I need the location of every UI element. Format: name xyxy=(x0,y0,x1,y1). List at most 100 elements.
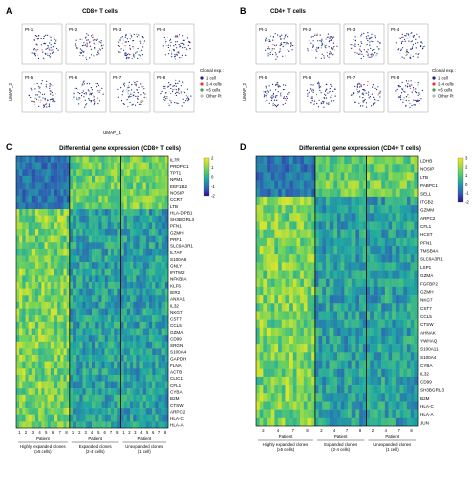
heatmap-cell xyxy=(111,242,115,250)
heatmap-cell xyxy=(161,282,166,289)
heatmap-cell xyxy=(403,327,408,337)
umap-point xyxy=(400,92,403,94)
heatmap-cell xyxy=(35,388,39,396)
heatmap-cell xyxy=(267,229,271,239)
heatmap-cell xyxy=(348,336,352,345)
umap-point xyxy=(81,49,83,51)
heatmap-cell xyxy=(47,282,52,289)
umap-point xyxy=(86,44,88,46)
umap-point xyxy=(94,48,96,50)
heatmap-cell xyxy=(289,295,294,304)
heatmap-cell xyxy=(152,414,156,422)
heatmap-cell xyxy=(76,248,80,256)
heatmap-cell xyxy=(79,262,83,269)
heatmap-cell xyxy=(278,213,282,222)
heatmap-cell xyxy=(57,215,61,223)
heatmap-cell xyxy=(281,327,286,337)
heatmap-cell xyxy=(41,175,45,183)
heatmap-cell xyxy=(130,182,134,190)
heatmap-cell xyxy=(60,295,64,303)
heatmap-cell xyxy=(399,376,404,386)
heatmap-cell xyxy=(366,286,371,296)
umap-panel-label: Pt-2 xyxy=(69,27,78,32)
heatmap-cell xyxy=(101,202,105,210)
heatmap-cell xyxy=(373,344,378,353)
heatmap-cell xyxy=(95,348,99,356)
heatmap-cell xyxy=(164,295,169,303)
heatmap-cell xyxy=(44,242,48,250)
heatmap-cell xyxy=(19,368,23,376)
umap-point xyxy=(38,96,40,98)
heatmap-cell xyxy=(395,254,400,263)
heatmap-cell xyxy=(325,393,330,402)
heatmap-cell xyxy=(259,409,264,419)
heatmap-cell xyxy=(403,286,408,296)
heatmap-cell xyxy=(47,361,52,369)
heatmap-cell xyxy=(410,270,415,279)
heatmap-cell xyxy=(142,368,147,376)
heatmap-cell xyxy=(329,180,334,189)
heatmap-cell xyxy=(351,352,356,361)
heatmap-cell xyxy=(16,421,20,429)
panel-d-colorbar xyxy=(457,157,464,203)
heatmap-cell xyxy=(130,315,134,323)
umap-point xyxy=(137,47,139,50)
heatmap-cell xyxy=(370,303,375,312)
heatmap-cell xyxy=(54,414,58,422)
umap-point xyxy=(178,44,180,46)
heatmap-cell xyxy=(340,401,345,410)
heatmap-cell xyxy=(300,336,305,345)
umap-point xyxy=(410,57,412,59)
heatmap-cell xyxy=(161,301,166,309)
heatmap-cell xyxy=(158,315,162,323)
heatmap-cell xyxy=(406,286,411,296)
legend-item: >5 cells xyxy=(438,88,452,93)
heatmap-cell xyxy=(95,182,99,190)
heatmap-cell xyxy=(256,237,260,247)
heatmap-cell xyxy=(388,286,393,296)
heatmap-cell xyxy=(289,417,294,427)
heatmap-cell xyxy=(274,205,279,214)
heatmap-cell xyxy=(16,255,20,263)
heatmap-cell xyxy=(259,278,264,288)
heatmap-cell xyxy=(107,215,112,223)
heatmap-cell xyxy=(303,164,308,173)
heatmap-cell xyxy=(322,196,327,206)
heatmap-cell xyxy=(69,235,74,243)
heatmap-cell xyxy=(107,335,112,342)
heatmap-cell xyxy=(44,275,48,283)
heatmap-cell xyxy=(325,376,330,386)
heatmap-cell xyxy=(126,408,131,415)
umap-point xyxy=(87,39,89,41)
heatmap-cell xyxy=(351,295,356,304)
umap-point xyxy=(272,39,274,41)
umap-point xyxy=(417,82,419,84)
heatmap-cell xyxy=(285,327,290,337)
heatmap-cell xyxy=(414,213,419,222)
heatmap-cell xyxy=(145,301,150,309)
heatmap-cell xyxy=(82,381,86,389)
umap-point xyxy=(403,90,405,92)
umap-point xyxy=(376,53,378,55)
heatmap-cell xyxy=(126,282,131,289)
heatmap-cell xyxy=(267,262,271,271)
umap-point xyxy=(409,106,411,108)
heatmap-cell xyxy=(57,394,61,402)
heatmap-cell xyxy=(92,335,96,342)
heatmap-cell xyxy=(60,348,64,356)
heatmap-cell xyxy=(57,401,61,409)
umap-point xyxy=(100,45,102,48)
heatmap-cell xyxy=(406,344,411,353)
umap-point xyxy=(86,42,88,44)
heatmap-cell xyxy=(133,189,137,196)
heatmap-cell xyxy=(16,308,20,316)
umap-point xyxy=(334,88,336,90)
heatmap-cell xyxy=(28,282,33,289)
heatmap-cell xyxy=(16,335,20,342)
heatmap-cell xyxy=(267,311,271,320)
heatmap-cell xyxy=(31,288,36,296)
heatmap-cell xyxy=(267,295,271,304)
umap-point xyxy=(167,44,169,46)
umap-point xyxy=(370,54,372,56)
